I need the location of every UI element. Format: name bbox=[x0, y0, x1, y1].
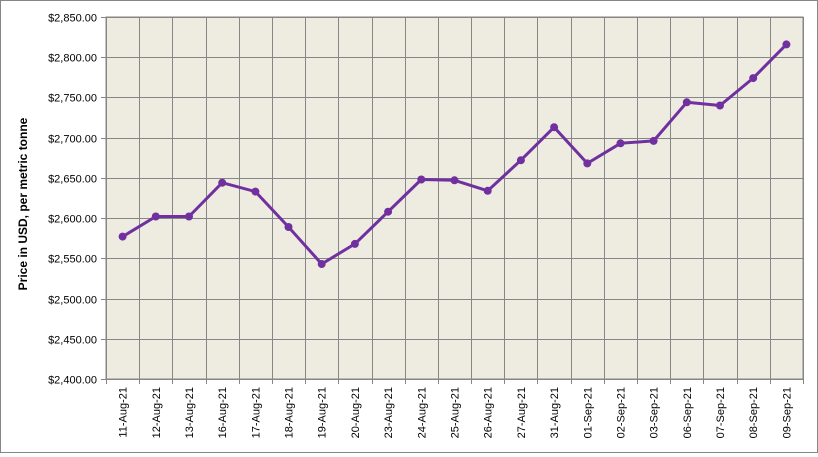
data-point bbox=[516, 156, 525, 165]
x-tick-label: 19-Aug-21 bbox=[317, 387, 329, 438]
y-axis-ticks: $2,400.00 $2,450.00 $2,500.00 $2,550.00 $2,6… bbox=[48, 13, 97, 387]
y-tick-label: $2,650.00 bbox=[48, 174, 97, 186]
x-tick-label: 02-Sep-21 bbox=[615, 387, 627, 438]
data-point bbox=[350, 239, 359, 248]
data-point bbox=[185, 212, 193, 221]
y-tick-label: $2,800.00 bbox=[48, 53, 97, 65]
data-point bbox=[682, 98, 691, 107]
x-axis-ticks: 11-Aug-21 12-Aug-21 13-Aug-21 16-Aug-21 17-A… bbox=[118, 387, 794, 438]
x-tick-label: 26-Aug-21 bbox=[483, 387, 495, 438]
x-tick-label: 07-Sep-21 bbox=[715, 387, 727, 438]
x-tick-label: 11-Aug-21 bbox=[118, 387, 130, 438]
y-tick-label: $2,600.00 bbox=[48, 214, 97, 226]
x-tick-label: 12-Aug-21 bbox=[151, 387, 163, 438]
y-tick-label: $2,700.00 bbox=[48, 134, 97, 146]
data-point bbox=[483, 186, 492, 195]
x-tick-label: 16-Aug-21 bbox=[217, 387, 229, 438]
x-tick-label: 24-Aug-21 bbox=[416, 387, 428, 438]
x-tick-label: 25-Aug-21 bbox=[450, 387, 462, 438]
data-point bbox=[317, 260, 326, 268]
plot-background bbox=[105, 16, 804, 380]
x-tick-label: 31-Aug-21 bbox=[549, 387, 561, 438]
y-axis-title: Price in USD, per metric tonne bbox=[16, 117, 30, 290]
x-tick-label: 09-Sep-21 bbox=[781, 387, 793, 438]
data-point bbox=[649, 136, 658, 145]
x-tick-label: 13-Aug-21 bbox=[184, 387, 196, 438]
x-tick-label: 27-Aug-21 bbox=[516, 387, 528, 438]
data-point bbox=[118, 232, 127, 241]
gridlines bbox=[101, 17, 804, 384]
x-tick-label: 18-Aug-21 bbox=[284, 387, 296, 438]
series-layer bbox=[118, 40, 791, 268]
y-tick-label: $2,550.00 bbox=[48, 254, 97, 266]
x-tick-label: 03-Sep-21 bbox=[649, 387, 661, 438]
data-point bbox=[583, 159, 592, 168]
data-point bbox=[384, 207, 393, 216]
x-tick-label: 20-Aug-21 bbox=[350, 387, 362, 438]
y-tick-label: $2,750.00 bbox=[48, 93, 97, 105]
data-point bbox=[284, 223, 293, 231]
x-tick-label: 01-Sep-21 bbox=[582, 387, 594, 438]
data-point bbox=[417, 175, 426, 184]
data-point bbox=[716, 101, 724, 110]
y-tick-label: $2,450.00 bbox=[48, 335, 97, 347]
data-point bbox=[616, 139, 625, 148]
x-tick-label: 17-Aug-21 bbox=[250, 387, 262, 438]
x-tick-label: 23-Aug-21 bbox=[383, 387, 395, 438]
data-point bbox=[151, 212, 160, 221]
x-tick-label: 08-Sep-21 bbox=[748, 387, 760, 438]
data-point bbox=[749, 74, 758, 83]
y-tick-label: $2,400.00 bbox=[48, 375, 97, 387]
x-tick-label: 06-Sep-21 bbox=[682, 387, 694, 438]
data-point bbox=[218, 178, 227, 187]
y-tick-label: $2,850.00 bbox=[48, 13, 97, 25]
y-tick-label: $2,500.00 bbox=[48, 295, 97, 307]
data-point bbox=[550, 123, 559, 132]
data-point bbox=[782, 40, 791, 49]
data-point bbox=[251, 187, 260, 196]
data-point bbox=[450, 176, 459, 185]
plot-area bbox=[105, 16, 804, 380]
